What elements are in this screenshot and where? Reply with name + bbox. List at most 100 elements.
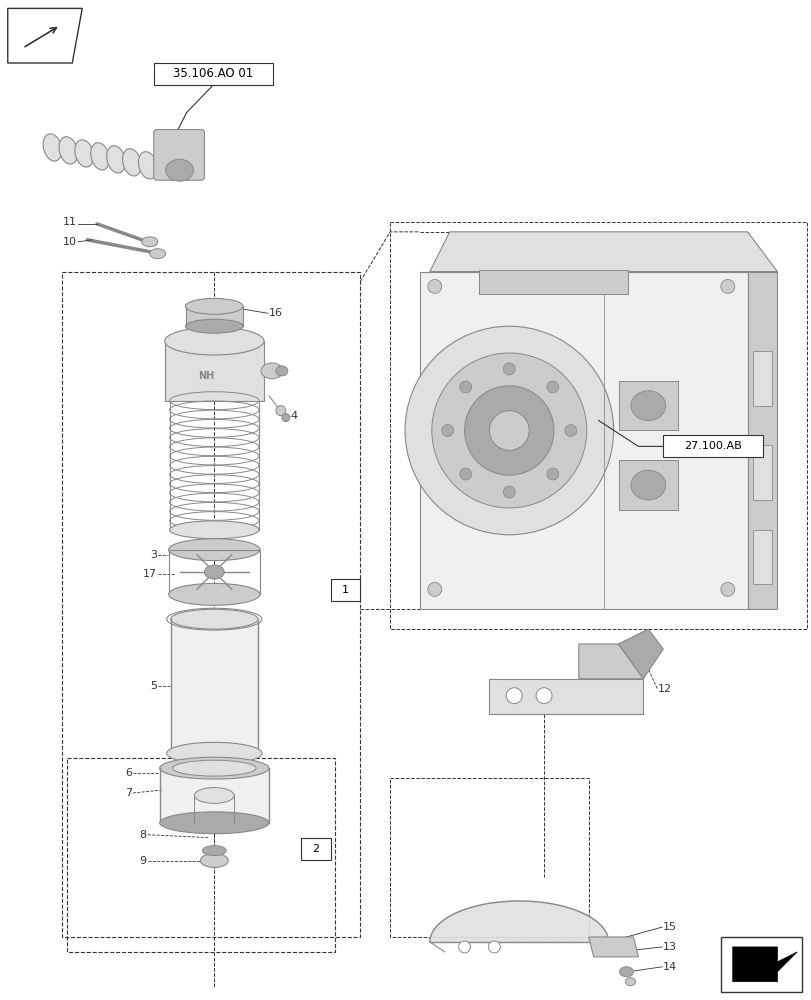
Circle shape: [459, 381, 471, 393]
Text: 16: 16: [268, 308, 282, 318]
Ellipse shape: [106, 146, 125, 173]
Bar: [67, 758, 335, 952]
Circle shape: [564, 425, 576, 436]
Text: NH: NH: [198, 371, 214, 381]
Bar: [170, 619, 258, 753]
Bar: [204, 326, 224, 341]
Bar: [62, 272, 360, 937]
Circle shape: [720, 280, 734, 293]
Text: 7: 7: [125, 788, 131, 798]
Circle shape: [276, 406, 285, 416]
Ellipse shape: [91, 143, 109, 170]
Circle shape: [427, 280, 441, 293]
Circle shape: [546, 381, 558, 393]
Ellipse shape: [166, 742, 262, 764]
Ellipse shape: [160, 812, 268, 834]
Text: 27.100.AB: 27.100.AB: [683, 441, 740, 451]
Text: 10: 10: [63, 237, 77, 247]
Text: 4: 4: [290, 411, 298, 421]
Text: 9: 9: [139, 856, 147, 866]
Ellipse shape: [200, 854, 228, 867]
Ellipse shape: [75, 140, 93, 167]
Ellipse shape: [59, 137, 78, 164]
FancyBboxPatch shape: [153, 130, 204, 180]
Circle shape: [503, 363, 515, 375]
Ellipse shape: [204, 565, 224, 579]
Ellipse shape: [149, 249, 165, 259]
Ellipse shape: [165, 327, 264, 355]
Ellipse shape: [165, 159, 193, 181]
Bar: [330, 579, 360, 601]
Ellipse shape: [185, 319, 242, 333]
Circle shape: [489, 411, 529, 450]
Bar: [752, 445, 771, 500]
Ellipse shape: [43, 134, 62, 161]
Ellipse shape: [138, 152, 157, 179]
Text: 5: 5: [149, 681, 157, 691]
Circle shape: [720, 582, 734, 596]
Circle shape: [506, 688, 521, 704]
Ellipse shape: [630, 470, 665, 500]
Circle shape: [431, 353, 586, 508]
Bar: [618, 460, 677, 510]
Polygon shape: [429, 232, 776, 272]
Text: 35.106.AO 01: 35.106.AO 01: [173, 67, 253, 80]
Bar: [169, 550, 260, 594]
Text: 15: 15: [663, 922, 676, 932]
Bar: [479, 270, 628, 294]
Circle shape: [458, 941, 470, 953]
Text: 11: 11: [63, 217, 77, 227]
Text: 14: 14: [663, 962, 676, 972]
Bar: [752, 351, 771, 406]
Polygon shape: [720, 937, 801, 992]
Ellipse shape: [122, 149, 141, 176]
Ellipse shape: [260, 363, 282, 379]
Bar: [752, 530, 771, 584]
Circle shape: [441, 425, 453, 436]
Circle shape: [546, 468, 558, 480]
Text: 3: 3: [149, 550, 157, 560]
Polygon shape: [8, 8, 82, 63]
Bar: [185, 306, 242, 326]
Bar: [160, 768, 268, 823]
Ellipse shape: [160, 757, 268, 779]
Circle shape: [427, 582, 441, 596]
Polygon shape: [732, 947, 796, 982]
Text: 2: 2: [311, 844, 319, 854]
Polygon shape: [588, 937, 637, 957]
Circle shape: [464, 386, 553, 475]
Circle shape: [535, 688, 551, 704]
Polygon shape: [747, 272, 776, 609]
Text: 17: 17: [143, 569, 157, 579]
Circle shape: [405, 326, 613, 535]
Bar: [389, 222, 806, 629]
Ellipse shape: [170, 609, 258, 629]
Circle shape: [503, 486, 515, 498]
Bar: [300, 838, 330, 860]
Polygon shape: [489, 679, 642, 714]
Circle shape: [459, 468, 471, 480]
Bar: [419, 272, 747, 609]
Ellipse shape: [630, 391, 665, 421]
Ellipse shape: [624, 978, 635, 986]
Ellipse shape: [202, 846, 226, 856]
Ellipse shape: [276, 366, 287, 376]
Polygon shape: [429, 901, 608, 942]
Text: 8: 8: [139, 830, 147, 840]
Ellipse shape: [169, 583, 260, 605]
Ellipse shape: [169, 521, 259, 539]
Circle shape: [281, 414, 290, 422]
Circle shape: [488, 941, 500, 953]
Polygon shape: [578, 644, 642, 679]
Ellipse shape: [173, 760, 255, 776]
Ellipse shape: [194, 788, 234, 803]
Bar: [389, 778, 588, 937]
Text: 12: 12: [658, 684, 672, 694]
Bar: [153, 63, 272, 85]
Polygon shape: [618, 629, 663, 679]
Ellipse shape: [185, 298, 242, 314]
Text: 6: 6: [125, 768, 131, 778]
Bar: [165, 341, 264, 401]
Ellipse shape: [619, 967, 633, 977]
Text: 13: 13: [663, 942, 676, 952]
